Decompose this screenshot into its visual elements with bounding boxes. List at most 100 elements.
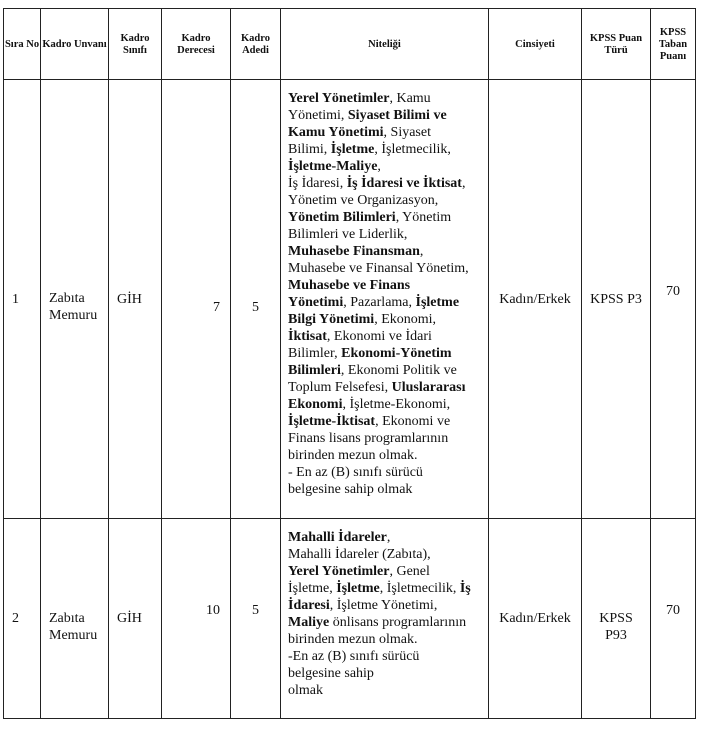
header-kadro-sinifi: Kadro Sınıfı bbox=[108, 8, 162, 80]
header-niteligi: Niteliği bbox=[280, 8, 489, 80]
cell-kadro-derecesi: 10 bbox=[161, 518, 231, 719]
niteligi-text: , İşletmecilik, bbox=[379, 581, 460, 596]
niteligi-line: Yönetim ve Organizasyon, bbox=[288, 192, 484, 209]
cell-kadro-unvani: Zabıta Memuru bbox=[40, 518, 109, 719]
cell-kadro-unvani: Zabıta Memuru bbox=[40, 79, 109, 519]
niteligi-text: Mahalli İdareler (Zabıta), bbox=[288, 547, 431, 562]
niteligi-bold-text: İşletme-Maliye bbox=[288, 159, 378, 174]
niteligi-text: Muhasebe ve Finansal Yönetim, bbox=[288, 261, 469, 276]
table-row: 1 Zabıta Memuru GİH 7 5 Yerel Yönetimler… bbox=[3, 79, 696, 519]
niteligi-line: İşletme-İktisat, Ekonomi ve bbox=[288, 413, 484, 430]
cell-niteligi: Yerel Yönetimler, Kamu Yönetimi, Siyaset … bbox=[280, 79, 489, 519]
niteligi-line: birinden mezun olmak. bbox=[288, 631, 484, 648]
cell-kpss-puan-turu: KPSS P3 bbox=[581, 79, 651, 519]
niteligi-text: önlisans programlarının bbox=[329, 615, 467, 630]
niteligi-text: , Ekonomi Politik ve bbox=[340, 363, 457, 378]
niteligi-text: belgesine sahip bbox=[288, 666, 374, 681]
kpss-taban-puani-text: 70 bbox=[666, 283, 680, 299]
header-kpss-puan-turu: KPSS Puan Türü bbox=[581, 8, 651, 80]
niteligi-text: Toplum Felsefesi, bbox=[288, 380, 392, 395]
niteligi-line: - En az (B) sınıfı sürücü bbox=[288, 464, 484, 481]
niteligi-line: Ekonomi, İşletme-Ekonomi, bbox=[288, 396, 484, 413]
kpss-taban-puani-text: 70 bbox=[666, 603, 680, 618]
niteligi-line: Yönetimi, Siyaset Bilimi ve bbox=[288, 107, 484, 124]
niteligi-text: , Ekonomi ve İdari bbox=[326, 329, 432, 344]
header-cinsiyeti: Cinsiyeti bbox=[488, 8, 582, 80]
niteligi-line: Yönetim Bilimleri, Yönetim bbox=[288, 209, 484, 226]
niteligi-bold-text: İşletme-İktisat bbox=[288, 414, 376, 429]
niteligi-text: , Genel bbox=[389, 564, 430, 579]
cell-niteligi: Mahalli İdareler, Mahalli İdareler (Zabıt… bbox=[280, 518, 489, 719]
niteligi-bold-text: Yerel Yönetimler bbox=[288, 564, 390, 579]
kadro-adedi-text: 5 bbox=[252, 603, 259, 618]
niteligi-bold-text: İktisat bbox=[288, 329, 327, 344]
niteligi-line: Bilgi Yönetimi, Ekonomi, bbox=[288, 311, 484, 328]
niteligi-text: , Pazarlama, bbox=[343, 295, 416, 310]
niteligi-line: -En az (B) sınıfı sürücü bbox=[288, 648, 484, 665]
niteligi-text: , Ekonomi ve bbox=[375, 414, 451, 429]
niteligi-bold-text: Yönetim Bilimleri bbox=[288, 210, 396, 225]
cell-kadro-derecesi: 7 bbox=[161, 79, 231, 519]
niteligi-text: , bbox=[461, 176, 466, 191]
header-kpss-taban-puani: KPSS Taban Puanı bbox=[650, 8, 696, 80]
niteligi-line: İşletme-Maliye, bbox=[288, 158, 484, 175]
niteligi-line: İktisat, Ekonomi ve İdari bbox=[288, 328, 484, 345]
cell-kadro-adedi: 5 bbox=[230, 79, 281, 519]
niteligi-text: , bbox=[386, 530, 391, 545]
niteligi-text: , Kamu bbox=[389, 91, 431, 106]
table-row: 2 Zabıta Memuru GİH 10 5 Mahalli İdarele… bbox=[3, 518, 696, 719]
niteligi-line: Yerel Yönetimler, Genel bbox=[288, 563, 484, 580]
niteligi-line: belgesine sahip olmak bbox=[288, 481, 484, 498]
header-kadro-derecesi: Kadro Derecesi bbox=[161, 8, 231, 80]
niteligi-bold-text: İş bbox=[459, 581, 471, 596]
niteligi-text: , bbox=[419, 244, 424, 259]
cell-sira-no: 2 bbox=[3, 518, 41, 719]
niteligi-bold-text: Bilgi Yönetimi bbox=[288, 312, 375, 327]
niteligi-line: Bilimi, İşletme, İşletmecilik, bbox=[288, 141, 484, 158]
cell-cinsiyeti: Kadın/Erkek bbox=[488, 79, 582, 519]
niteligi-text: , İşletme-Ekonomi, bbox=[342, 397, 451, 412]
kadro-table: Sıra No Kadro Unvanı Kadro Sınıfı Kadro … bbox=[3, 8, 696, 719]
niteligi-bold-text: Maliye bbox=[288, 615, 330, 630]
kadro-unvani-text: Zabıta Memuru bbox=[49, 610, 98, 643]
niteligi-line: Muhasebe ve Finansal Yönetim, bbox=[288, 260, 484, 277]
niteligi-line: Mahalli İdareler (Zabıta), bbox=[288, 546, 484, 563]
niteligi-line: İdaresi, İşletme Yönetimi, bbox=[288, 597, 484, 614]
kadro-derecesi-text: 7 bbox=[213, 299, 220, 315]
niteligi-text: Bilimler, bbox=[288, 346, 342, 361]
niteligi-line: Bilimleri ve Liderlik, bbox=[288, 226, 484, 243]
niteligi-bold-text: Bilimleri bbox=[288, 363, 341, 378]
niteligi-line: Mahalli İdareler, bbox=[288, 529, 484, 546]
niteligi-bold-text: Yerel Yönetimler bbox=[288, 91, 390, 106]
niteligi-bold-text: Kamu Yönetimi bbox=[288, 125, 384, 140]
niteligi-bold-text: Yönetimi bbox=[288, 295, 344, 310]
niteligi-line: Muhasebe Finansman, bbox=[288, 243, 484, 260]
header-sira-no: Sıra No bbox=[3, 8, 41, 80]
cell-kpss-taban-puani: 70 bbox=[650, 79, 696, 519]
niteligi-line: İşletme, İşletme, İşletmecilik, İş bbox=[288, 580, 484, 597]
header-kadro-unvani: Kadro Unvanı bbox=[40, 8, 109, 80]
niteligi-bold-text: İşletme bbox=[330, 142, 375, 157]
niteligi-line: belgesine sahip bbox=[288, 665, 484, 682]
niteligi-line: İş İdaresi, İş İdaresi ve İktisat, bbox=[288, 175, 484, 192]
niteligi-text: Bilimi, bbox=[288, 142, 331, 157]
niteligi-text: olmak bbox=[288, 683, 323, 698]
kpss-puan-turu-text: KPSS P93 bbox=[599, 610, 633, 643]
kadro-derecesi-text: 10 bbox=[206, 603, 220, 618]
niteligi-text: Yönetim ve Organizasyon, bbox=[288, 193, 439, 208]
niteligi-line: Maliye önlisans programlarının bbox=[288, 614, 484, 631]
niteligi-line: Finans lisans programlarının bbox=[288, 430, 484, 447]
cell-kpss-taban-puani: 70 bbox=[650, 518, 696, 719]
niteligi-bold-text: Siyaset Bilimi ve bbox=[347, 108, 447, 123]
niteligi-text: , Yönetim bbox=[395, 210, 452, 225]
niteligi-line: Kamu Yönetimi, Siyaset bbox=[288, 124, 484, 141]
niteligi-text: , Ekonomi, bbox=[374, 312, 437, 327]
niteligi-bold-text: İş İdaresi ve İktisat bbox=[346, 176, 462, 191]
niteligi-line: Toplum Felsefesi, Uluslararası bbox=[288, 379, 484, 396]
niteligi-bold-text: İşletme bbox=[415, 295, 460, 310]
cell-sira-no: 1 bbox=[3, 79, 41, 519]
niteligi-bold-text: Muhasebe ve Finans bbox=[288, 278, 411, 293]
niteligi-line: olmak bbox=[288, 682, 484, 699]
niteligi-bold-text: Uluslararası bbox=[391, 380, 466, 395]
header-row: Sıra No Kadro Unvanı Kadro Sınıfı Kadro … bbox=[3, 8, 696, 80]
